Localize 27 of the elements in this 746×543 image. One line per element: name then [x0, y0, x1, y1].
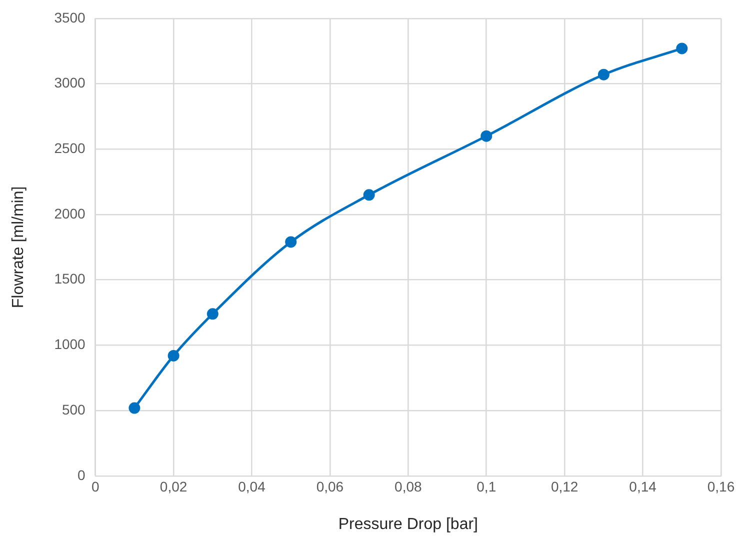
- point: [206, 308, 218, 320]
- x-tick-label: 0: [91, 478, 100, 494]
- x-tick-label: 0,1: [476, 478, 496, 494]
- x-tick-label: 0,02: [160, 478, 188, 494]
- point: [676, 42, 688, 54]
- y-tick-label: 3000: [54, 74, 86, 91]
- point: [128, 402, 140, 414]
- y-tick-label: 1500: [54, 270, 86, 287]
- point: [168, 350, 180, 362]
- y-tick-label: 3500: [54, 9, 86, 26]
- y-tick-label: 500: [62, 401, 86, 418]
- x-tick-label: 0,08: [394, 478, 422, 494]
- y-tick-label: 2500: [54, 140, 86, 156]
- point: [285, 236, 297, 248]
- point: [480, 130, 492, 142]
- x-tick-label: 0,12: [550, 478, 578, 494]
- x-tick-label: 0,06: [316, 478, 344, 494]
- y-tick-label: 1000: [54, 336, 86, 352]
- point: [363, 189, 375, 201]
- y-axis-title: Flowrate [ml/min]: [10, 186, 28, 308]
- x-tick-label: 0,04: [238, 478, 266, 494]
- x-tick-label: 0,14: [629, 478, 657, 494]
- x-axis-title: Pressure Drop [bar]: [338, 516, 478, 533]
- point: [598, 68, 610, 80]
- y-tick-label: 2000: [54, 205, 86, 222]
- y-tick-label: 0: [78, 466, 86, 483]
- x-tick-label: 0,16: [707, 478, 735, 494]
